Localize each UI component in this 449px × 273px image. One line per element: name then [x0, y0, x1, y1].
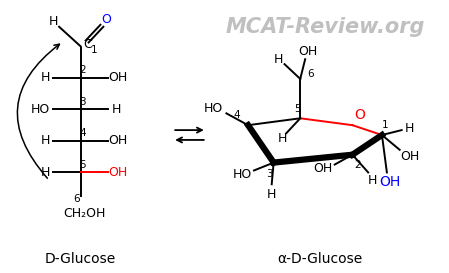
Text: OH: OH: [109, 72, 128, 84]
Text: α-D-Glucose: α-D-Glucose: [277, 252, 362, 266]
Text: HO: HO: [204, 102, 223, 115]
Text: H: H: [274, 53, 283, 66]
Text: H: H: [48, 15, 58, 28]
Text: O: O: [101, 13, 111, 26]
Text: H: H: [267, 188, 277, 201]
Text: OH: OH: [109, 134, 128, 147]
Text: 6: 6: [74, 194, 80, 204]
Text: H: H: [40, 72, 50, 84]
Text: 1: 1: [382, 120, 388, 130]
Text: H: H: [40, 134, 50, 147]
Text: 5: 5: [294, 105, 301, 114]
Text: 2: 2: [354, 159, 361, 170]
Text: 6: 6: [307, 69, 313, 79]
Text: OH: OH: [379, 175, 401, 189]
Text: OH: OH: [313, 162, 333, 175]
Text: HO: HO: [233, 168, 252, 181]
Text: O: O: [354, 108, 365, 122]
Text: HO: HO: [31, 103, 50, 116]
Text: D-Glucose: D-Glucose: [45, 252, 116, 266]
Text: CH₂OH: CH₂OH: [63, 207, 106, 220]
Text: H: H: [278, 132, 287, 146]
Text: OH: OH: [299, 45, 318, 58]
Text: 5: 5: [79, 159, 86, 170]
Text: 2: 2: [79, 65, 86, 75]
Text: OH: OH: [109, 166, 128, 179]
Text: 4: 4: [79, 128, 86, 138]
Text: H: H: [111, 103, 121, 116]
Text: OH: OH: [400, 150, 419, 163]
Text: C: C: [84, 38, 92, 51]
Text: H: H: [40, 166, 50, 179]
Text: 3: 3: [79, 97, 86, 106]
Text: MCAT-Review.org: MCAT-Review.org: [225, 17, 425, 37]
Text: 1: 1: [91, 45, 98, 55]
Text: H: H: [367, 174, 377, 187]
Text: 3: 3: [266, 170, 273, 179]
FancyArrowPatch shape: [18, 44, 59, 178]
Text: 4: 4: [233, 110, 240, 120]
Text: H: H: [405, 122, 414, 135]
